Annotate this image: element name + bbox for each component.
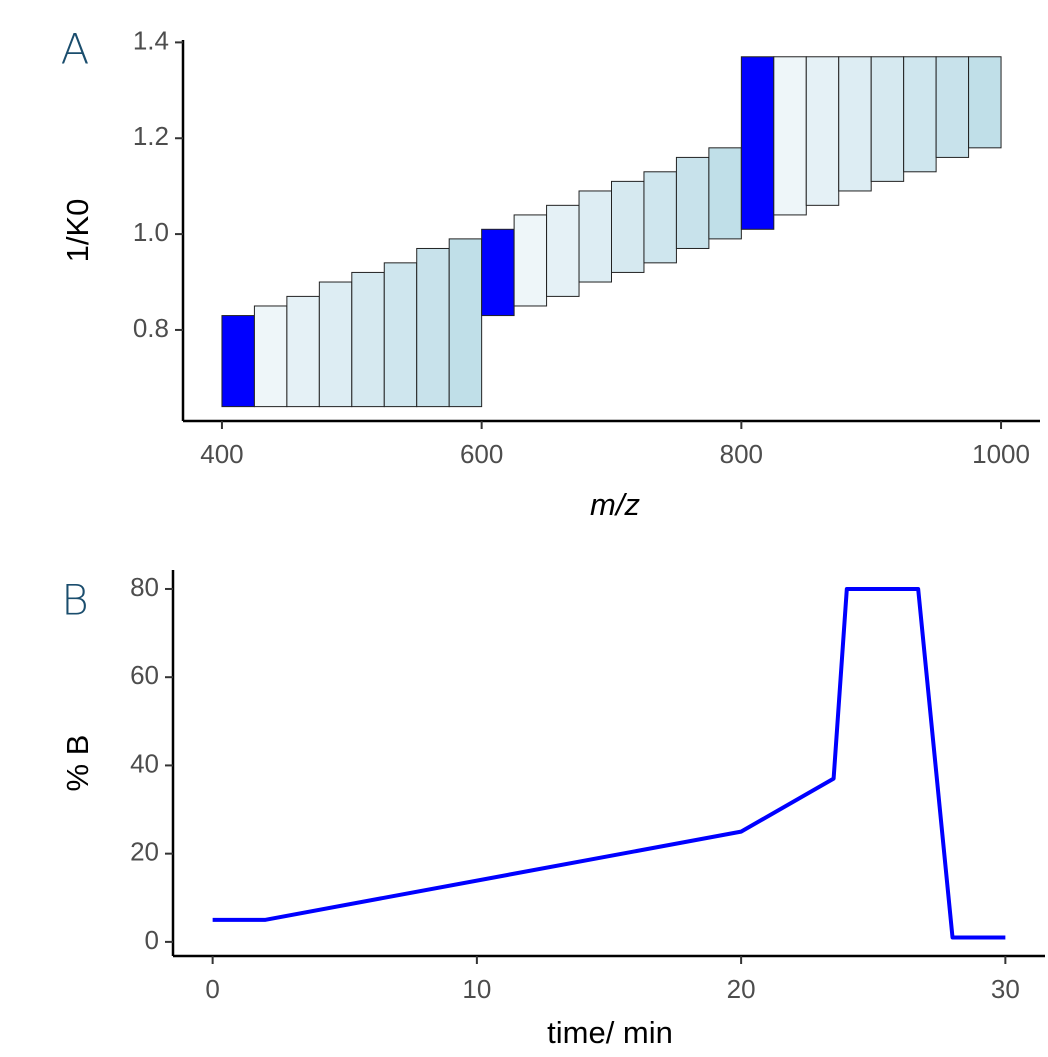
line (212, 586, 1006, 940)
window (903, 56, 937, 173)
window (351, 271, 385, 408)
window (448, 238, 483, 408)
window (643, 171, 677, 264)
window (286, 295, 320, 408)
window (740, 56, 775, 230)
window (708, 147, 742, 240)
window (318, 281, 353, 408)
window (611, 180, 645, 273)
x-tick-label: 600 (460, 439, 503, 469)
window (416, 247, 450, 408)
window (675, 156, 710, 249)
window (935, 56, 970, 158)
x-tick-label: 800 (720, 439, 763, 469)
x-tick-label: 20 (727, 974, 756, 1004)
y-axis-title: 1/K0 (60, 199, 95, 263)
window (870, 56, 905, 182)
x-tick-label: 30 (991, 974, 1020, 1004)
y-tick-label: 1.4 (133, 25, 169, 55)
y-axis-title: % B (60, 735, 95, 792)
window (253, 305, 288, 408)
x-tick-label: 1000 (972, 439, 1030, 469)
window (805, 56, 840, 206)
window (578, 190, 613, 283)
window (221, 315, 255, 408)
y-tick-label: 80 (130, 572, 159, 602)
window (481, 228, 515, 317)
window (838, 56, 872, 192)
window (773, 56, 807, 216)
window (546, 204, 580, 297)
y-tick-label: 20 (130, 837, 159, 867)
window (383, 262, 418, 408)
x-axis-title: time/ min (547, 1015, 673, 1050)
x-tick-label: 0 (205, 974, 219, 1004)
panel-label: A (61, 25, 90, 74)
y-tick-label: 0 (145, 925, 159, 955)
panel-label: B (61, 576, 89, 625)
window (968, 56, 1002, 149)
x-tick-label: 400 (200, 439, 243, 469)
y-tick-label: 60 (130, 660, 159, 690)
x-axis-title: m/z (590, 487, 640, 522)
y-tick-label: 0.8 (133, 313, 169, 343)
window (513, 214, 548, 307)
x-tick-label: 10 (462, 974, 491, 1004)
y-tick-label: 1.0 (133, 217, 169, 247)
y-tick-label: 40 (130, 748, 159, 778)
y-tick-label: 1.2 (133, 121, 169, 151)
